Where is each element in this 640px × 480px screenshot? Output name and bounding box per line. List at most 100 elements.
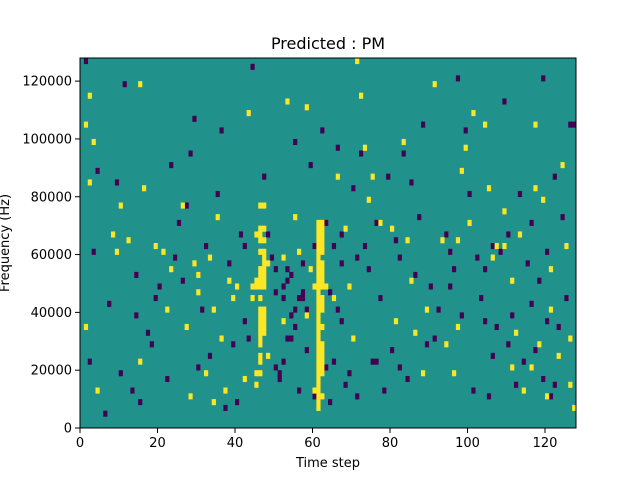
heatmap-cell-low: [153, 295, 158, 302]
x-tick-label: 40: [227, 436, 244, 451]
heatmap-cell-low: [130, 387, 135, 394]
heatmap-cell-high: [258, 318, 263, 325]
y-tick-label: 60000: [31, 248, 72, 263]
heatmap-cell-high: [169, 266, 174, 273]
heatmap-cell-high: [316, 289, 321, 296]
heatmap-cell-high: [126, 237, 131, 244]
heatmap-cell-high: [83, 323, 89, 331]
heatmap-cell-high: [331, 295, 337, 302]
heatmap-cell-high: [440, 237, 445, 244]
heatmap-cell-low: [308, 162, 313, 169]
heatmap-cell-high: [355, 58, 360, 65]
heatmap-cell-low: [293, 323, 298, 331]
heatmap-cell-low: [281, 283, 286, 290]
heatmap-cell-high: [153, 243, 158, 250]
heatmap-cell-high: [254, 231, 259, 238]
heatmap-cell-low: [192, 115, 197, 122]
heatmap-cell-low: [277, 370, 282, 377]
heatmap-cell-low: [417, 214, 422, 221]
heatmap-cell-low: [359, 150, 364, 157]
heatmap-cell-high: [467, 219, 472, 226]
heatmap-cell-high: [207, 254, 213, 261]
heatmap-cell-high: [285, 98, 290, 105]
heatmap-cell-high: [316, 306, 321, 313]
heatmap-cell-high: [184, 323, 189, 331]
heatmap-cell-high: [219, 335, 224, 342]
heatmap-cell-high: [316, 381, 321, 388]
heatmap-cell-low: [289, 271, 294, 278]
heatmap-cell-high: [510, 364, 515, 371]
heatmap-cell-low: [510, 312, 515, 319]
heatmap-cell-low: [242, 243, 247, 250]
heatmap-cell-high: [316, 295, 321, 302]
heatmap-cell-high: [514, 329, 519, 336]
heatmap-cell-low: [483, 318, 488, 325]
heatmap-cell-high: [316, 318, 321, 325]
y-axis: 0 20000 40000 60000 80000 100000 120000: [22, 75, 80, 437]
heatmap-cell-low: [386, 173, 391, 180]
heatmap-cell-high: [320, 370, 325, 377]
heatmap-cell-high: [316, 335, 321, 342]
heatmap-cell-high: [165, 306, 170, 313]
heatmap-cell-low: [335, 306, 340, 313]
heatmap-cell-high: [196, 271, 201, 278]
heatmap-cell-high: [312, 283, 317, 290]
heatmap-cell-high: [258, 312, 263, 319]
heatmap-cell-low: [95, 167, 100, 174]
heatmap-cell-high: [320, 243, 325, 250]
heatmap-cell-high: [529, 364, 534, 371]
heatmap-cell-high: [215, 214, 220, 221]
heatmap-cell-high: [258, 323, 263, 331]
heatmap-cell-high: [262, 329, 267, 336]
heatmap-cell-high: [320, 231, 325, 238]
heatmap-cell-high: [258, 248, 263, 255]
heatmap-cell-high: [320, 306, 325, 313]
heatmap-cell-low: [328, 289, 333, 296]
heatmap-cell-high: [192, 260, 197, 267]
heatmap-cell-high: [242, 375, 247, 383]
heatmap-cell-low: [390, 347, 395, 354]
y-axis-label: Frequency (Hz): [0, 194, 13, 292]
heatmap-cell-low: [351, 185, 356, 192]
heatmap-cell-high: [320, 352, 325, 359]
heatmap-cell-low: [328, 399, 333, 406]
heatmap-cell-high: [316, 393, 321, 400]
heatmap-cell-low: [455, 75, 461, 82]
heatmap-cell-high: [568, 381, 573, 388]
heatmap-cell-low: [304, 306, 309, 313]
heatmap-cell-high: [424, 306, 430, 313]
heatmap-cell-high: [258, 237, 263, 244]
heatmap-cell-high: [320, 323, 325, 331]
heatmap-cell-high: [324, 283, 329, 290]
heatmap-cell-high: [262, 283, 267, 290]
heatmap-cell-low: [320, 127, 325, 134]
heatmap-cell-low: [223, 404, 228, 411]
heatmap-cell-low: [149, 341, 154, 348]
heatmap-cell-low: [355, 254, 360, 261]
heatmap-cell-low: [238, 231, 244, 238]
heatmap-cell-low: [118, 370, 123, 377]
heatmap-cell-low: [277, 375, 282, 383]
x-tick-label: 80: [382, 436, 399, 451]
heatmap-cell-high: [316, 370, 321, 377]
heatmap-cell-low: [572, 121, 577, 128]
heatmap-cell-low: [312, 243, 317, 250]
heatmap-cell-high: [548, 306, 554, 313]
heatmap-cell-low: [273, 289, 278, 296]
heatmap-cell-low: [231, 341, 236, 348]
heatmap-cell-high: [320, 225, 325, 232]
heatmap-cell-high: [254, 283, 259, 290]
heatmap-cell-low: [246, 335, 251, 342]
heatmap-cell-low: [424, 341, 430, 348]
heatmap-cell-low: [556, 323, 561, 331]
heatmap-cell-high: [304, 104, 309, 111]
heatmap-cell-high: [351, 335, 356, 342]
heatmap-cell-high: [281, 318, 286, 325]
heatmap-cell-high: [266, 352, 271, 359]
heatmap-cell-high: [510, 277, 515, 284]
heatmap-cell-high: [316, 266, 321, 273]
heatmap-cell-high: [455, 323, 461, 331]
heatmap-cell-high: [548, 266, 554, 273]
heatmap-cell-high: [316, 329, 321, 336]
heatmap-cell-low: [173, 254, 178, 261]
